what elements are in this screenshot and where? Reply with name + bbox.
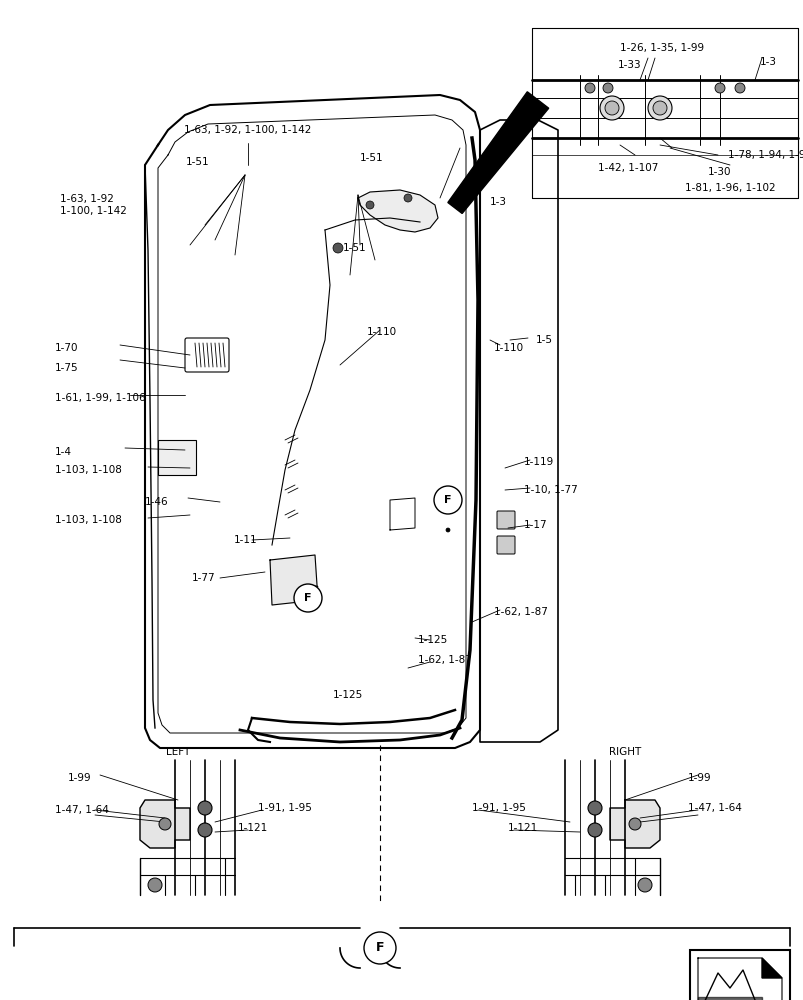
Polygon shape — [270, 555, 318, 605]
Polygon shape — [697, 958, 781, 1000]
Text: 1-91, 1-95: 1-91, 1-95 — [471, 803, 525, 813]
FancyBboxPatch shape — [158, 440, 196, 475]
Text: 1-51: 1-51 — [343, 243, 366, 253]
Circle shape — [446, 488, 450, 492]
Text: 1-125: 1-125 — [418, 635, 448, 645]
Circle shape — [159, 818, 171, 830]
Text: 1-5: 1-5 — [536, 335, 552, 345]
Text: 1-110: 1-110 — [493, 343, 524, 353]
Circle shape — [602, 83, 612, 93]
Circle shape — [734, 83, 744, 93]
Circle shape — [365, 201, 373, 209]
Text: 1-103, 1-108: 1-103, 1-108 — [55, 465, 122, 475]
Polygon shape — [761, 958, 781, 978]
FancyBboxPatch shape — [496, 536, 515, 554]
Text: 1-26, 1-35, 1-99: 1-26, 1-35, 1-99 — [619, 43, 703, 53]
Text: 1-78, 1-94, 1-99: 1-78, 1-94, 1-99 — [727, 150, 803, 160]
Text: 1-75: 1-75 — [55, 363, 79, 373]
Circle shape — [628, 818, 640, 830]
FancyBboxPatch shape — [496, 511, 515, 529]
Text: 1-70: 1-70 — [55, 343, 79, 353]
Polygon shape — [697, 997, 761, 1000]
Text: 1-46: 1-46 — [145, 497, 169, 507]
Text: 1-81, 1-96, 1-102: 1-81, 1-96, 1-102 — [684, 183, 775, 193]
Text: 1-119: 1-119 — [524, 457, 553, 467]
Text: 1-99: 1-99 — [68, 773, 92, 783]
Text: F: F — [304, 593, 312, 603]
Circle shape — [403, 194, 411, 202]
Text: RIGHT: RIGHT — [608, 747, 640, 757]
Polygon shape — [357, 190, 438, 232]
Text: 1-62, 1-87: 1-62, 1-87 — [418, 655, 471, 665]
Circle shape — [599, 96, 623, 120]
Text: 1-63, 1-92, 1-100, 1-142: 1-63, 1-92, 1-100, 1-142 — [184, 125, 312, 135]
Circle shape — [434, 486, 462, 514]
Circle shape — [652, 101, 666, 115]
Text: 1-125: 1-125 — [332, 690, 363, 700]
Text: 1-121: 1-121 — [238, 823, 268, 833]
Text: 1-10, 1-77: 1-10, 1-77 — [524, 485, 577, 495]
Text: 1-51: 1-51 — [186, 157, 210, 167]
Circle shape — [638, 878, 651, 892]
Text: 1-33: 1-33 — [618, 60, 641, 70]
Text: 1-47, 1-64: 1-47, 1-64 — [55, 805, 108, 815]
Text: 1-51: 1-51 — [360, 153, 383, 163]
Circle shape — [587, 801, 601, 815]
Circle shape — [446, 508, 450, 512]
Text: 1-121: 1-121 — [507, 823, 537, 833]
Text: 1-47, 1-64: 1-47, 1-64 — [687, 803, 741, 813]
Text: 1-61, 1-99, 1-106: 1-61, 1-99, 1-106 — [55, 393, 145, 403]
Text: 1-103, 1-108: 1-103, 1-108 — [55, 515, 122, 525]
Circle shape — [647, 96, 671, 120]
Text: F: F — [444, 495, 451, 505]
Circle shape — [587, 823, 601, 837]
Text: 1-30: 1-30 — [707, 167, 731, 177]
Text: 1-91, 1-95: 1-91, 1-95 — [258, 803, 312, 813]
Polygon shape — [447, 92, 548, 213]
Text: 1-63, 1-92
1-100, 1-142: 1-63, 1-92 1-100, 1-142 — [60, 194, 127, 216]
Text: 1-77: 1-77 — [192, 573, 215, 583]
Text: 1-110: 1-110 — [366, 327, 397, 337]
Text: 1-42, 1-107: 1-42, 1-107 — [597, 163, 658, 173]
Polygon shape — [140, 800, 190, 848]
Circle shape — [585, 83, 594, 93]
Text: 1-17: 1-17 — [524, 520, 547, 530]
Circle shape — [198, 823, 212, 837]
Text: 1-11: 1-11 — [234, 535, 257, 545]
Text: 1-62, 1-87: 1-62, 1-87 — [493, 607, 547, 617]
Circle shape — [364, 932, 396, 964]
Circle shape — [198, 801, 212, 815]
Circle shape — [148, 878, 161, 892]
Circle shape — [294, 584, 321, 612]
Text: 1-4: 1-4 — [55, 447, 72, 457]
Text: F: F — [375, 941, 384, 954]
Circle shape — [332, 243, 343, 253]
Text: LEFT: LEFT — [165, 747, 190, 757]
Text: 1-3: 1-3 — [489, 197, 507, 207]
Circle shape — [446, 528, 450, 532]
Text: 1-3: 1-3 — [759, 57, 776, 67]
Circle shape — [714, 83, 724, 93]
Text: 1-99: 1-99 — [687, 773, 711, 783]
Polygon shape — [609, 800, 659, 848]
FancyBboxPatch shape — [689, 950, 789, 1000]
Circle shape — [604, 101, 618, 115]
